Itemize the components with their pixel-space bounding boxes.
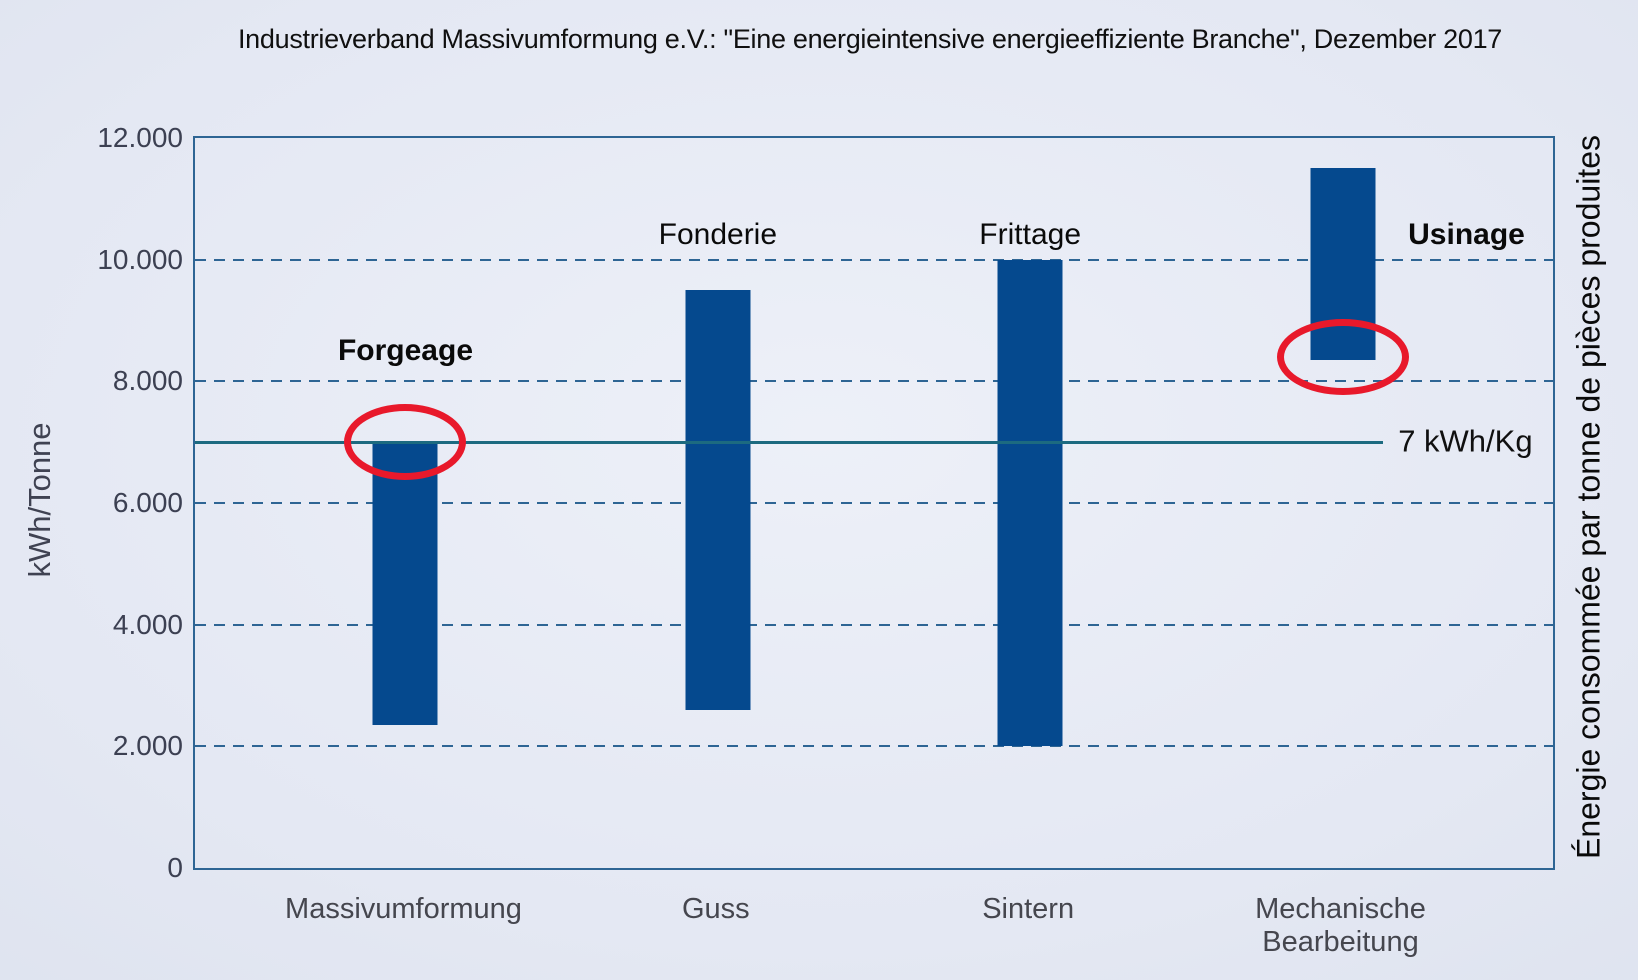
right-axis-label: Énergie consommée par tonne de pièces pr… [1570, 135, 1607, 859]
gridline [195, 623, 1553, 626]
y-tick-label: 6.000 [112, 487, 183, 518]
chart-title: Industrieverband Massivumformung e.V.: "… [237, 24, 1503, 54]
bar-guss [685, 290, 751, 710]
annotation-forgeage: Forgeage [337, 333, 473, 367]
annotation-fonderie: Fonderie [658, 218, 778, 252]
y-tick-label: 10.000 [97, 243, 183, 275]
reference-line [195, 440, 1384, 444]
y-tick-label: 12.000 [97, 122, 183, 153]
red-highlight-ellipse [344, 404, 467, 481]
bar-massivumformung [372, 442, 438, 726]
x-category-label: Guss [681, 893, 750, 925]
y-tick-label: 8.000 [112, 365, 183, 397]
x-category-label: Sintern [982, 893, 1075, 925]
red-highlight-ellipse [1276, 319, 1409, 395]
bar-sintern [997, 259, 1063, 747]
x-category-label: Mechanische Bearbeitung [1255, 893, 1426, 959]
gridline [195, 258, 1553, 261]
annotation-usinage: Usinage [1408, 218, 1525, 252]
y-tick-label: 2.000 [112, 730, 183, 762]
y-axis-label: kWh/Tonne [22, 422, 57, 578]
gridline [195, 502, 1553, 504]
y-tick-label: 0 [167, 852, 183, 883]
annotation-frittage: Frittage [979, 218, 1082, 252]
x-category-label: Massivumformung [285, 893, 522, 925]
y-tick-label: 4.000 [112, 608, 183, 640]
plot-area: 7 kWh/Kg Forgeage Fonderie Frittage Usinage [193, 136, 1555, 870]
gridline [195, 380, 1553, 383]
reference-line-label: 7 kWh/Kg [1398, 423, 1533, 459]
gridline [195, 745, 1553, 748]
